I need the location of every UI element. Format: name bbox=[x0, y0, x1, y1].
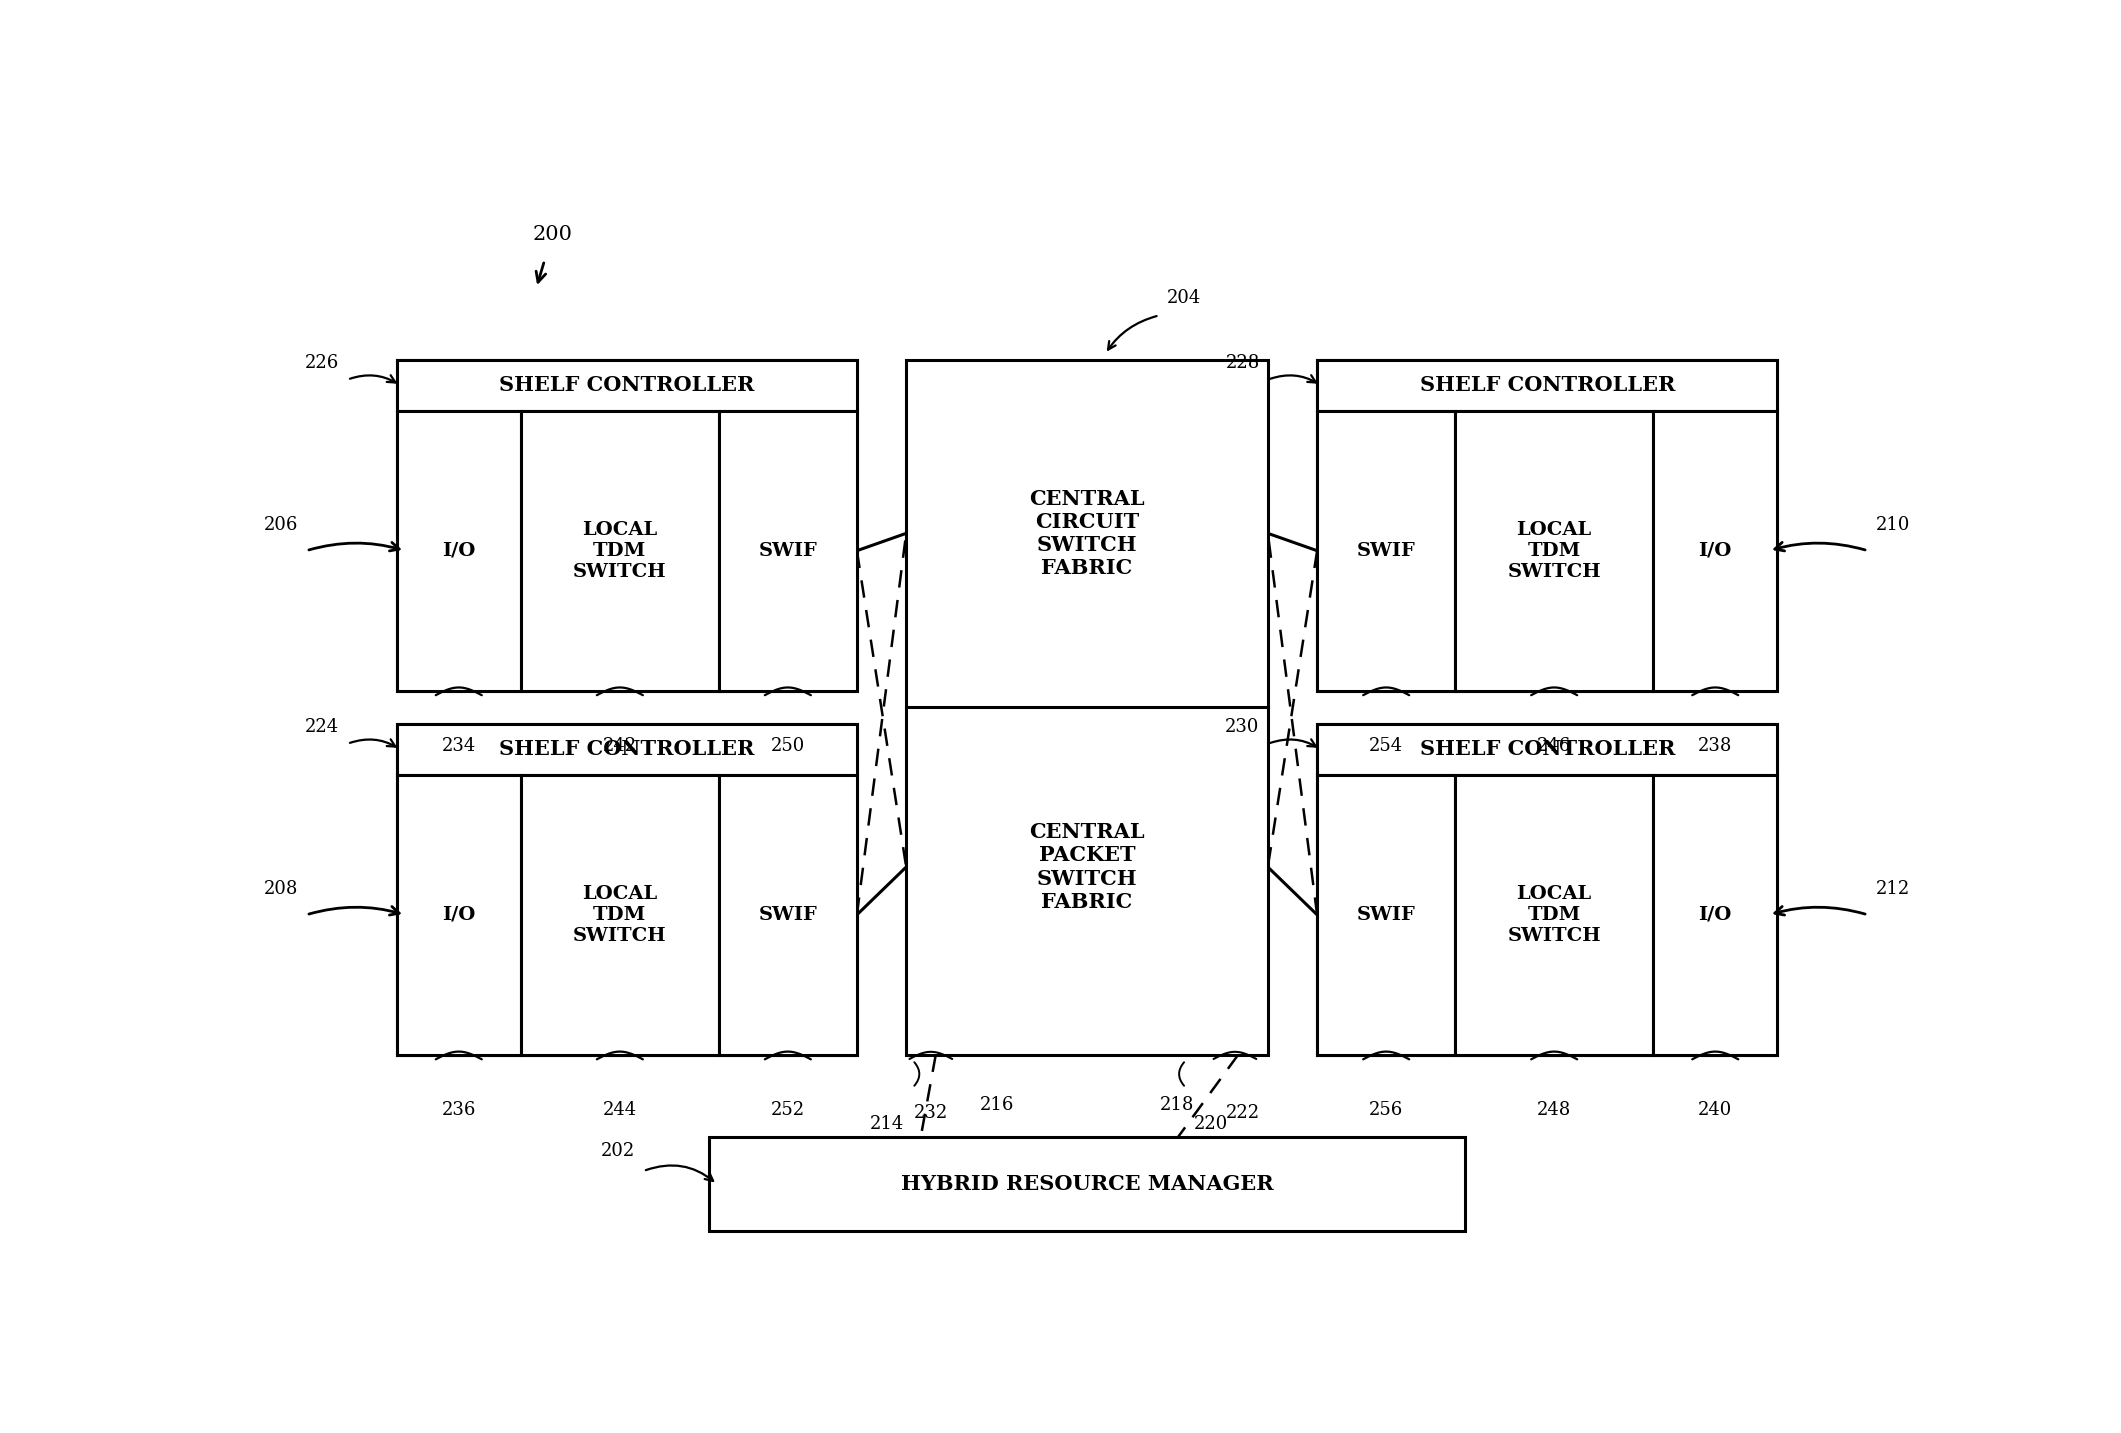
Text: 234: 234 bbox=[441, 737, 475, 755]
Text: 238: 238 bbox=[1699, 737, 1733, 755]
Text: LOCAL
TDM
SWITCH: LOCAL TDM SWITCH bbox=[573, 522, 666, 580]
Text: CENTRAL
PACKET
SWITCH
FABRIC: CENTRAL PACKET SWITCH FABRIC bbox=[1029, 823, 1145, 911]
Text: LOCAL
TDM
SWITCH: LOCAL TDM SWITCH bbox=[573, 886, 666, 944]
Text: 208: 208 bbox=[263, 880, 297, 898]
Text: 216: 216 bbox=[980, 1095, 1014, 1113]
Bar bbox=[1455, 775, 1652, 1055]
Text: LOCAL
TDM
SWITCH: LOCAL TDM SWITCH bbox=[1508, 522, 1601, 580]
Text: I/O: I/O bbox=[1699, 542, 1733, 560]
Bar bbox=[1317, 360, 1777, 411]
Text: 244: 244 bbox=[602, 1101, 636, 1119]
Bar bbox=[1455, 411, 1652, 691]
Text: 246: 246 bbox=[1538, 737, 1572, 755]
Bar bbox=[1652, 775, 1777, 1055]
Text: 252: 252 bbox=[770, 1101, 804, 1119]
Text: 250: 250 bbox=[770, 737, 806, 755]
Bar bbox=[1652, 411, 1777, 691]
Text: 214: 214 bbox=[870, 1115, 904, 1134]
Text: 240: 240 bbox=[1699, 1101, 1733, 1119]
Text: 212: 212 bbox=[1875, 880, 1911, 898]
Text: SHELF CONTROLLER: SHELF CONTROLLER bbox=[1419, 375, 1676, 396]
Text: 242: 242 bbox=[602, 737, 636, 755]
Text: I/O: I/O bbox=[441, 906, 475, 924]
Text: LOCAL
TDM
SWITCH: LOCAL TDM SWITCH bbox=[1508, 886, 1601, 944]
Text: SHELF CONTROLLER: SHELF CONTROLLER bbox=[498, 739, 755, 759]
Bar bbox=[1317, 724, 1777, 1055]
Text: 220: 220 bbox=[1194, 1115, 1228, 1134]
Text: SWIF: SWIF bbox=[1357, 906, 1415, 924]
Text: 228: 228 bbox=[1226, 354, 1260, 373]
Text: 236: 236 bbox=[441, 1101, 475, 1119]
Bar bbox=[522, 775, 719, 1055]
Bar bbox=[1317, 360, 1777, 691]
Text: SWIF: SWIF bbox=[759, 906, 817, 924]
Text: 206: 206 bbox=[263, 516, 297, 535]
Text: SWIF: SWIF bbox=[1357, 542, 1415, 560]
Text: SWIF: SWIF bbox=[759, 542, 817, 560]
Text: HYBRID RESOURCE MANAGER: HYBRID RESOURCE MANAGER bbox=[901, 1174, 1273, 1194]
Text: 200: 200 bbox=[532, 225, 573, 244]
Bar bbox=[1317, 411, 1455, 691]
Text: 204: 204 bbox=[1167, 288, 1200, 307]
Text: 248: 248 bbox=[1538, 1101, 1572, 1119]
Text: SHELF CONTROLLER: SHELF CONTROLLER bbox=[1419, 739, 1676, 759]
Bar bbox=[719, 411, 857, 691]
Text: 218: 218 bbox=[1160, 1095, 1194, 1113]
Text: I/O: I/O bbox=[441, 542, 475, 560]
Text: 230: 230 bbox=[1226, 718, 1260, 737]
Text: SHELF CONTROLLER: SHELF CONTROLLER bbox=[498, 375, 755, 396]
Bar bbox=[397, 724, 857, 1055]
Bar bbox=[708, 1138, 1466, 1231]
Bar bbox=[1317, 724, 1777, 775]
Bar bbox=[906, 360, 1268, 1055]
Bar bbox=[397, 775, 522, 1055]
Text: 254: 254 bbox=[1370, 737, 1404, 755]
Text: 232: 232 bbox=[914, 1105, 948, 1122]
Text: I/O: I/O bbox=[1699, 906, 1733, 924]
Bar bbox=[1317, 775, 1455, 1055]
Text: 226: 226 bbox=[305, 354, 339, 373]
Text: CENTRAL
CIRCUIT
SWITCH
FABRIC: CENTRAL CIRCUIT SWITCH FABRIC bbox=[1029, 489, 1145, 577]
Bar bbox=[522, 411, 719, 691]
Bar bbox=[397, 411, 522, 691]
Bar bbox=[397, 360, 857, 691]
Bar bbox=[397, 360, 857, 411]
Text: 222: 222 bbox=[1226, 1105, 1260, 1122]
Bar bbox=[719, 775, 857, 1055]
Text: 210: 210 bbox=[1875, 516, 1911, 535]
Text: 202: 202 bbox=[600, 1142, 634, 1161]
Text: 256: 256 bbox=[1368, 1101, 1404, 1119]
Text: 224: 224 bbox=[305, 718, 339, 737]
Bar bbox=[397, 724, 857, 775]
